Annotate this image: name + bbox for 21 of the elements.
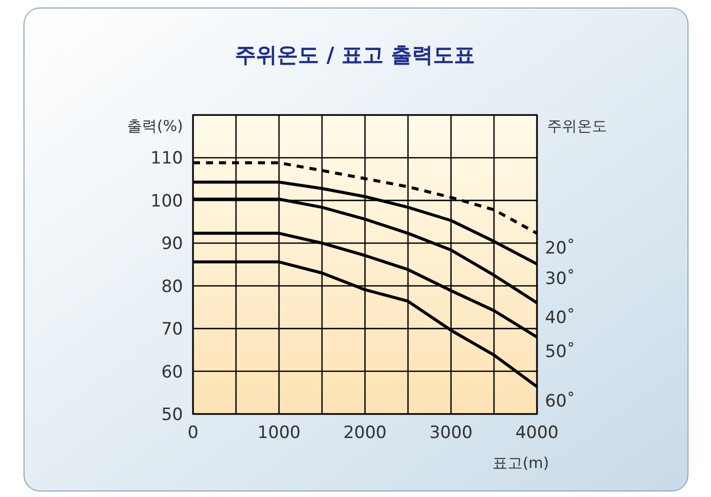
- y-axis-title: 출력(%): [127, 117, 183, 135]
- x-axis-title: 표고(m): [492, 454, 549, 472]
- x-tick-label: 4000: [515, 423, 559, 443]
- y-tick-label: 110: [150, 148, 183, 169]
- chart-title: 주위온도 / 표고 출력도표: [235, 43, 475, 67]
- x-tick-label: 3000: [429, 423, 473, 443]
- y-tick-label: 80: [161, 276, 183, 297]
- y-tick-label: 90: [161, 234, 183, 254]
- y-tick-label: 100: [150, 191, 183, 212]
- y-tick-label: 50: [161, 405, 183, 425]
- x-tick-label: 2000: [343, 423, 387, 443]
- y-tick-label: 70: [161, 320, 183, 340]
- series-label: 60˚: [545, 392, 576, 412]
- series-label: 50˚: [545, 342, 576, 362]
- y-tick-label: 60: [161, 362, 183, 382]
- series-label: 20˚: [545, 238, 576, 258]
- x-tick-label: 1000: [257, 423, 301, 443]
- x-tick-label: 0: [188, 423, 198, 443]
- legend-title: 주위온도: [547, 117, 607, 135]
- series-label: 40˚: [545, 308, 576, 328]
- series-label: 30˚: [545, 269, 576, 290]
